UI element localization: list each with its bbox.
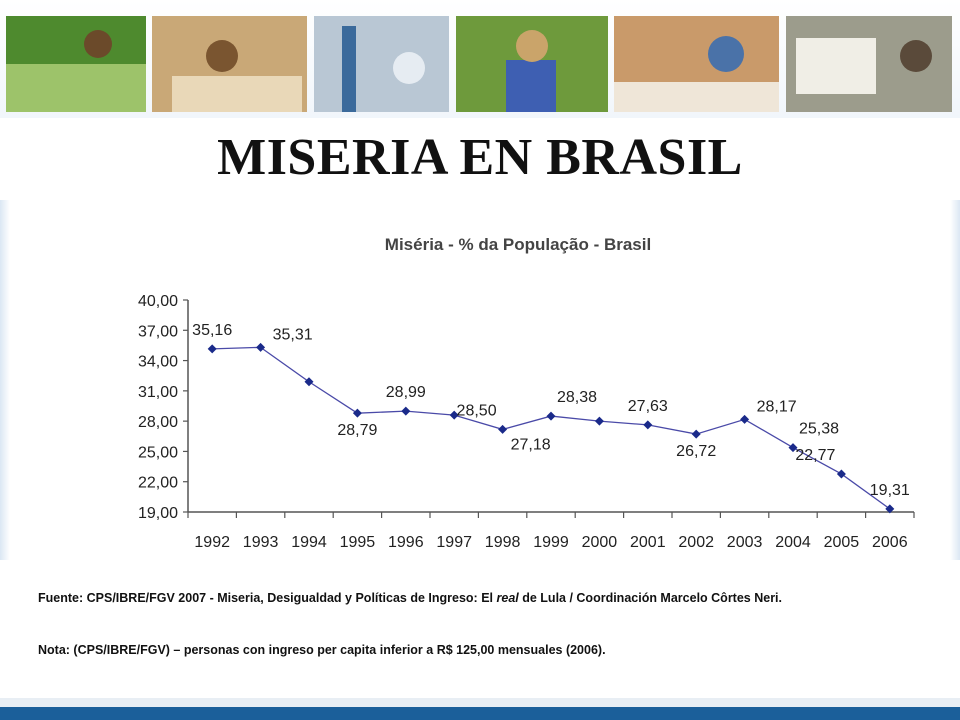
data-label: 28,79 [337,422,377,439]
left-edge-glow [0,200,10,560]
note-footnote: Nota: (CPS/IBRE/FGV) – personas con ingr… [38,643,606,657]
y-tick-label: 28,00 [138,414,178,431]
data-label: 22,77 [795,447,835,464]
y-tick-label: 19,00 [138,505,178,522]
y-tick-label: 34,00 [138,354,178,371]
source-label: Fuente: [38,591,84,605]
source-text-italic: real [496,591,519,605]
y-tick-label: 40,00 [138,293,178,310]
x-tick-label: 1998 [485,534,521,551]
water-tap-photo-icon [314,16,449,112]
miseria-line-chart: Miséria - % da População - Brasil 19,00 2… [138,235,915,551]
data-point-marker [304,377,314,387]
data-point-marker [885,504,895,514]
data-point-marker [594,416,604,426]
y-tick-label: 31,00 [138,384,178,401]
data-point-marker [836,469,846,479]
data-labels: 35,16 35,31 28,79 28,99 28,50 27,18 28,38 27,63… [192,322,910,499]
data-label: 25,38 [799,421,839,438]
data-label: 35,31 [273,326,313,343]
y-tick-label: 22,00 [138,475,178,492]
x-tick-label: 1992 [194,534,230,551]
chart-title: Miséria - % da População - Brasil [385,235,651,254]
woman-in-field-photo-icon [456,16,608,112]
data-point-marker [691,429,701,439]
data-point-marker [546,411,556,421]
data-label: 28,99 [386,384,426,401]
source-footnote: Fuente: CPS/IBRE/FGV 2007 - Miseria, Des… [38,591,948,605]
data-label: 28,17 [757,398,797,415]
x-tick-label: 2000 [582,534,618,551]
data-label: 35,16 [192,322,232,339]
data-label: 27,18 [511,436,551,453]
data-point-marker [449,410,459,420]
data-point-marker [401,406,411,416]
schoolchildren-photo-icon [614,16,779,112]
data-point-marker [643,420,653,430]
right-edge-glow [950,200,960,560]
data-label: 28,50 [457,402,497,419]
data-point-marker [207,344,217,354]
x-axis: 1992 1993 1994 1995 1996 1997 1998 1999 2000 2001… [187,511,915,551]
slide-title: MISERIA EN BRASIL [217,129,743,186]
bottom-blue-bar [0,698,960,720]
y-tick-label: 25,00 [138,444,178,461]
x-tick-label: 1993 [243,534,279,551]
data-label: 27,63 [628,398,668,415]
data-label: 19,31 [870,482,910,499]
y-tick-label: 37,00 [138,323,178,340]
x-tick-label: 1996 [388,534,424,551]
header-photo-strip [0,0,960,118]
child-reading-photo-icon [152,16,307,112]
x-tick-label: 1997 [436,534,472,551]
x-tick-label: 2005 [824,534,860,551]
y-axis: 19,00 22,00 25,00 28,00 31,00 34,00 37,00 40,00 [138,293,189,522]
man-milking-cow-photo-icon [786,16,952,112]
pineapple-farmer-photo-icon [6,16,146,112]
x-tick-label: 1999 [533,534,569,551]
x-tick-label: 1995 [340,534,376,551]
data-point-marker [352,408,362,418]
data-point-marker [256,342,266,352]
data-label: 26,72 [676,443,716,460]
x-tick-label: 1994 [291,534,327,551]
data-label: 28,38 [557,389,597,406]
series-line [207,342,895,514]
data-point-marker [498,424,508,434]
x-tick-label: 2003 [727,534,763,551]
x-tick-label: 2002 [678,534,714,551]
data-point-marker [788,443,798,453]
source-text-after: de Lula / Coordinación Marcelo Côrtes Ne… [522,591,783,605]
x-tick-label: 2006 [872,534,908,551]
x-tick-label: 2001 [630,534,666,551]
source-text-before: CPS/IBRE/FGV 2007 - Miseria, Desigualdad… [86,591,494,605]
series-polyline [212,346,891,510]
x-tick-label: 2004 [775,534,811,551]
data-point-marker [740,414,750,424]
